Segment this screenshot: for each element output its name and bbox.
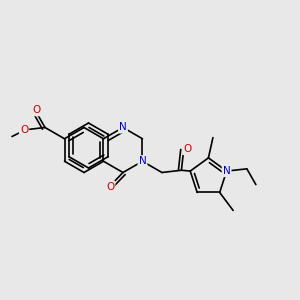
Text: O: O — [183, 144, 191, 154]
Text: O: O — [106, 182, 114, 192]
Text: N: N — [223, 166, 230, 176]
Text: O: O — [32, 105, 41, 115]
Text: N: N — [119, 122, 127, 133]
Text: N: N — [139, 156, 146, 166]
Text: O: O — [20, 125, 28, 135]
